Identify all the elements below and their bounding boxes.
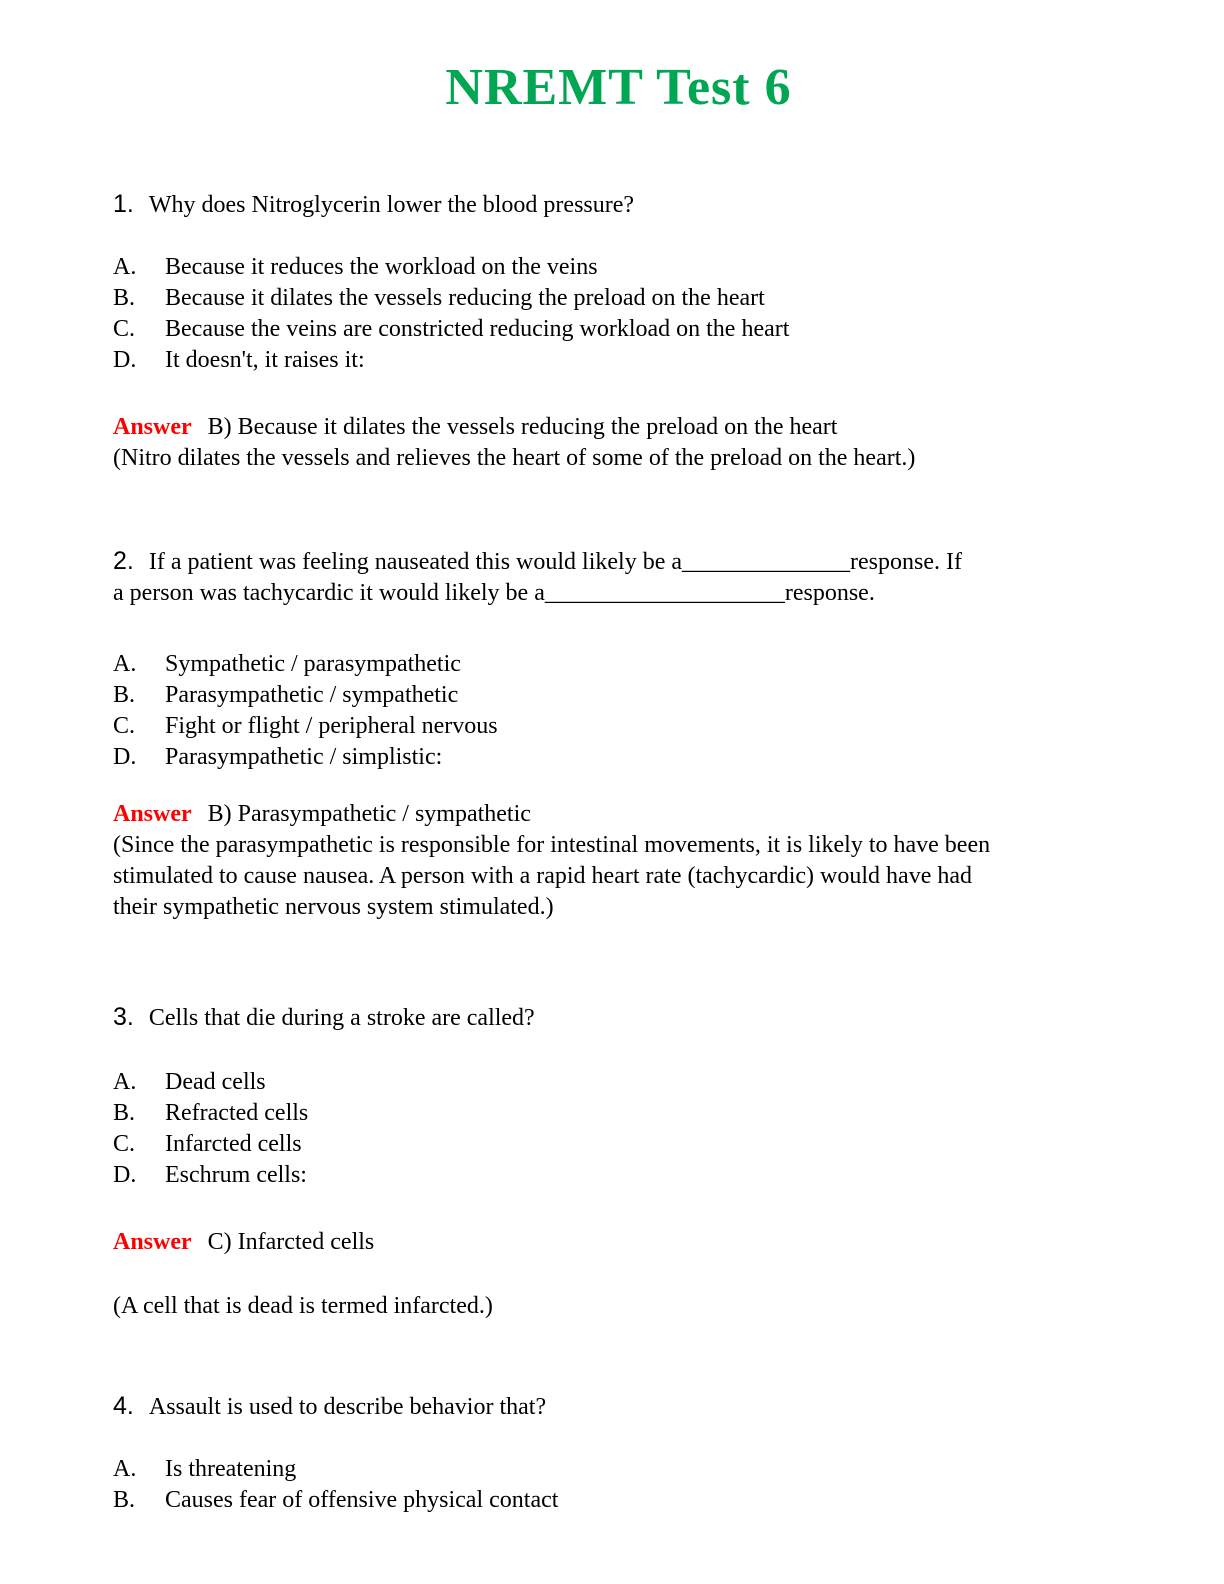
question-text: Assault is used to describe behavior tha… bbox=[148, 1394, 547, 1420]
option-row: A. Sympathetic / parasympathetic bbox=[113, 649, 1124, 680]
answer-label: Answer bbox=[113, 1229, 192, 1255]
option-text: Parasympathetic / simplistic: bbox=[165, 744, 443, 770]
option-letter: D. bbox=[113, 347, 137, 373]
options-list: A. Dead cells B. Refracted cells C. Infarct… bbox=[113, 1067, 1124, 1191]
option-row: A. Dead cells bbox=[113, 1067, 1124, 1098]
answer-explanation: (Since the parasympathetic is responsibl… bbox=[113, 832, 991, 920]
option-letter: D. bbox=[113, 1162, 137, 1188]
option-row: C. Fight or flight / peripheral nervous bbox=[113, 711, 1124, 742]
question-heading: 3. Cells that die during a stroke are cal… bbox=[113, 1002, 1124, 1034]
option-letter: C. bbox=[113, 316, 136, 342]
option-row: B. Refracted cells bbox=[113, 1098, 1124, 1129]
option-letter: B. bbox=[113, 1487, 136, 1513]
option-text: Fight or flight / peripheral nervous bbox=[165, 713, 498, 739]
answer-text: B) Because it dilates the vessels reduci… bbox=[207, 414, 838, 440]
option-letter: A. bbox=[113, 254, 137, 280]
page-title: NREMT Test 6 bbox=[445, 59, 792, 116]
option-text: Dead cells bbox=[165, 1069, 266, 1095]
option-letter: A. bbox=[113, 1456, 137, 1482]
option-row: C. Because the veins are constricted redu… bbox=[113, 314, 1124, 345]
options-list: A. Is threatening B. Causes fear of offens… bbox=[113, 1454, 1124, 1516]
answer-text: C) Infarcted cells bbox=[207, 1229, 375, 1255]
question-block-2: 2. If a patient was feeling nauseated thi… bbox=[113, 546, 1124, 923]
question-heading: 2. If a patient was feeling nauseated thi… bbox=[113, 546, 1124, 609]
option-text: It doesn't, it raises it: bbox=[165, 347, 365, 373]
answer-explanation: (A cell that is dead is termed infarcted… bbox=[113, 1293, 493, 1319]
question-block-1: 1. Why does Nitroglycerin lower the blood… bbox=[113, 189, 1124, 474]
option-text: Because it dilates the vessels reducing … bbox=[165, 285, 765, 311]
option-row: C. Infarcted cells bbox=[113, 1129, 1124, 1160]
option-text: Refracted cells bbox=[165, 1100, 309, 1126]
answer-label: Answer bbox=[113, 414, 192, 440]
option-text: Infarcted cells bbox=[165, 1131, 302, 1157]
question-text: Why does Nitroglycerin lower the blood p… bbox=[148, 192, 635, 218]
answer-label: Answer bbox=[113, 801, 192, 827]
question-number: 2. bbox=[113, 547, 134, 575]
question-heading: 4. Assault is used to describe behavior t… bbox=[113, 1391, 1124, 1423]
question-block-3: 3. Cells that die during a stroke are cal… bbox=[113, 1002, 1124, 1322]
option-text: Sympathetic / parasympathetic bbox=[165, 651, 461, 677]
option-text: Eschrum cells: bbox=[165, 1162, 307, 1188]
question-text: Cells that die during a stroke are calle… bbox=[148, 1005, 535, 1031]
answer-line: Answer B) Because it dilates the vessels … bbox=[113, 412, 1124, 443]
option-text: Because it reduces the workload on the v… bbox=[165, 254, 598, 280]
option-letter: D. bbox=[113, 744, 137, 770]
option-row: D. Eschrum cells: bbox=[113, 1160, 1124, 1191]
option-row: D. It doesn't, it raises it: bbox=[113, 345, 1124, 376]
question-block-4: 4. Assault is used to describe behavior t… bbox=[113, 1391, 1124, 1516]
question-number: 1. bbox=[113, 190, 134, 218]
option-row: D. Parasympathetic / simplistic: bbox=[113, 742, 1124, 773]
options-list: A. Sympathetic / parasympathetic B. Parasy… bbox=[113, 649, 1124, 773]
question-text: If a patient was feeling nauseated this … bbox=[113, 549, 962, 606]
option-text: Causes fear of offensive physical contac… bbox=[165, 1487, 559, 1513]
option-row: B. Causes fear of offensive physical cont… bbox=[113, 1485, 1124, 1516]
option-row: A. Is threatening bbox=[113, 1454, 1124, 1485]
option-letter: C. bbox=[113, 1131, 136, 1157]
question-number: 3. bbox=[113, 1003, 134, 1031]
option-letter: C. bbox=[113, 713, 136, 739]
option-text: Because the veins are constricted reduci… bbox=[165, 316, 790, 342]
option-row: A. Because it reduces the workload on the… bbox=[113, 252, 1124, 283]
answer-explanation: (Nitro dilates the vessels and relieves … bbox=[113, 445, 916, 471]
option-letter: B. bbox=[113, 682, 136, 708]
answer-text: B) Parasympathetic / sympathetic bbox=[207, 801, 531, 827]
option-row: B. Parasympathetic / sympathetic bbox=[113, 680, 1124, 711]
options-list: A. Because it reduces the workload on the… bbox=[113, 252, 1124, 376]
option-row: B. Because it dilates the vessels reducin… bbox=[113, 283, 1124, 314]
option-text: Is threatening bbox=[165, 1456, 297, 1482]
question-heading: 1. Why does Nitroglycerin lower the blood… bbox=[113, 189, 1124, 221]
option-letter: B. bbox=[113, 1100, 136, 1126]
option-text: Parasympathetic / sympathetic bbox=[165, 682, 459, 708]
question-number: 4. bbox=[113, 1392, 134, 1420]
option-letter: A. bbox=[113, 651, 137, 677]
answer-line: Answer B) Parasympathetic / sympathetic bbox=[113, 799, 1124, 830]
option-letter: A. bbox=[113, 1069, 137, 1095]
answer-line: Answer C) Infarcted cells bbox=[113, 1227, 1124, 1258]
option-letter: B. bbox=[113, 285, 136, 311]
